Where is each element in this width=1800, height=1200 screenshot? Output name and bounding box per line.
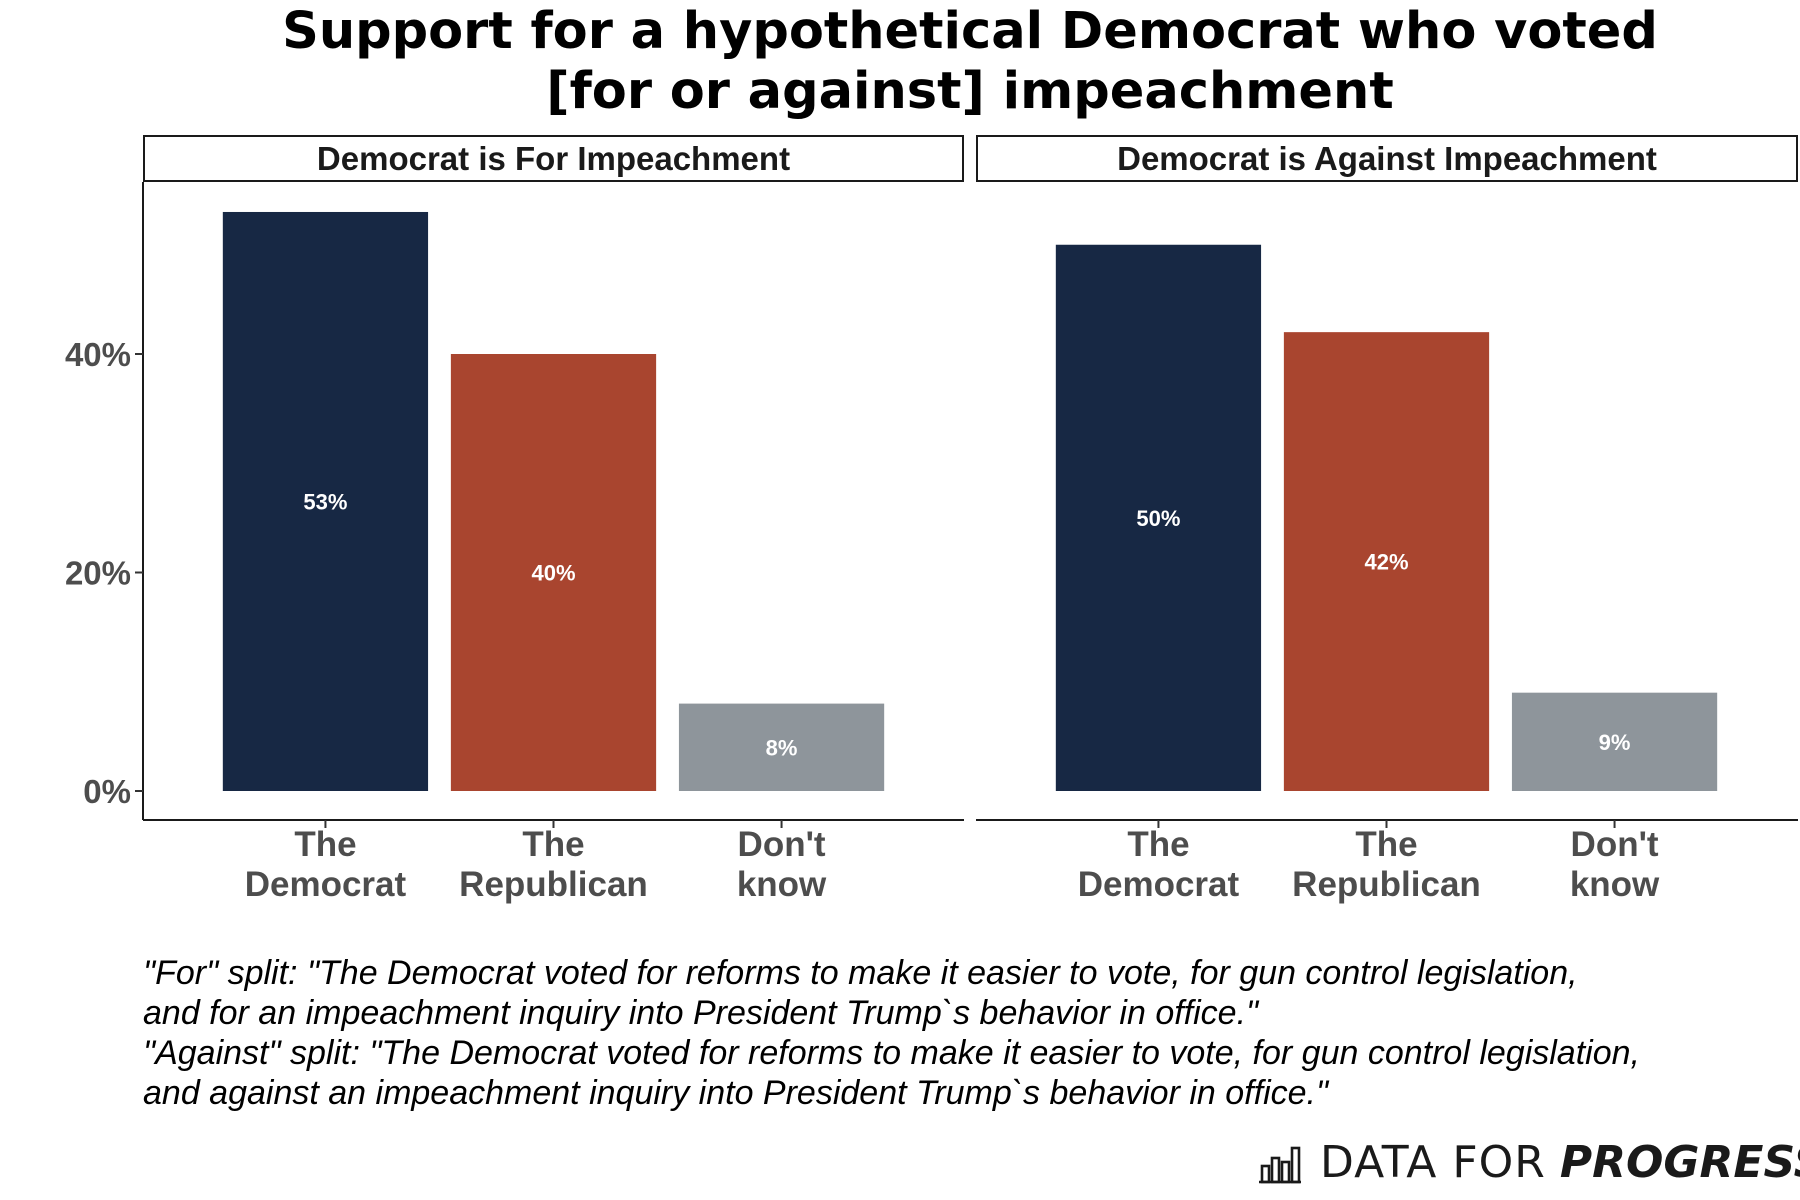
x-tick-label: know [1570, 865, 1660, 904]
y-tick-label: 20% [65, 555, 131, 592]
bar-chart-logo-icon [1259, 1146, 1301, 1184]
caption-line-2: and for an impeachment inquiry into Pres… [143, 994, 1259, 1032]
bar-data-label: 50% [1136, 506, 1180, 531]
chart-title: Support for a hypothetical Democrat who … [0, 2, 1800, 122]
logo-text-bold: PROGRESS [1559, 1137, 1800, 1188]
x-tick-label: The [294, 825, 356, 864]
caption-line-4: and against an impeachment inquiry into … [143, 1074, 1329, 1112]
chart-caption: "For" split: "The Democrat voted for ref… [143, 953, 1783, 1113]
x-tick-label: Democrat [245, 865, 407, 904]
y-tick-label: 40% [65, 336, 131, 373]
bar-data-label: 9% [1599, 730, 1631, 755]
x-tick-label: The [1127, 825, 1189, 864]
bar-data-label: 42% [1364, 550, 1408, 575]
x-tick-label: Don't [738, 825, 826, 864]
x-tick-label: know [737, 865, 827, 904]
bar [1511, 692, 1718, 791]
bar [222, 211, 429, 792]
logo-text-light: DATA FOR [1320, 1137, 1546, 1188]
x-tick-label: Don't [1571, 825, 1659, 864]
chart-title-line-2: [for or against] impeachment [546, 62, 1394, 121]
panel-strip-for: Democrat is For Impeachment [143, 135, 964, 182]
panel-strip-against: Democrat is Against Impeachment [976, 135, 1798, 182]
caption-line-3: "Against" split: "The Democrat voted for… [143, 1034, 1640, 1072]
x-tick-label: Republican [459, 865, 648, 904]
bar [450, 354, 657, 791]
caption-line-1: "For" split: "The Democrat voted for ref… [143, 954, 1578, 992]
x-tick-label: Democrat [1078, 865, 1240, 904]
bar [1055, 244, 1262, 791]
y-tick-label: 0% [83, 773, 131, 810]
chart-title-line-1: Support for a hypothetical Democrat who … [282, 2, 1658, 61]
bar [678, 703, 885, 791]
bar-data-label: 8% [766, 735, 798, 760]
bar-data-label: 40% [531, 561, 575, 586]
bar-data-label: 53% [303, 489, 347, 514]
x-tick-label: Republican [1292, 865, 1481, 904]
logo-text: DATA FOR PROGRESS [1320, 1138, 1800, 1188]
bar [1283, 332, 1490, 791]
x-tick-label: The [1355, 825, 1417, 864]
x-tick-label: The [522, 825, 584, 864]
